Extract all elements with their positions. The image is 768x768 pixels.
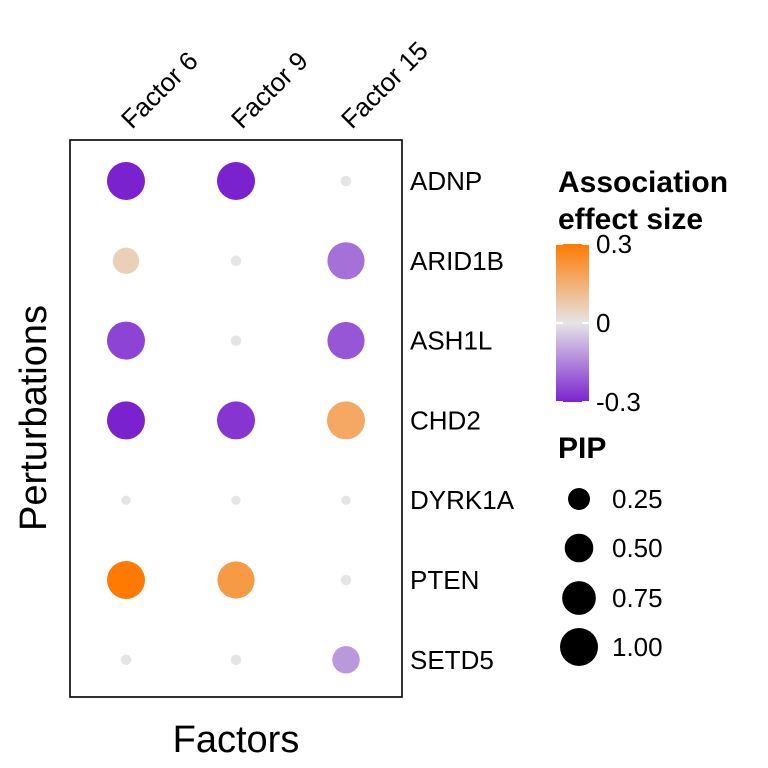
- colorbar-tick-label: 0.3: [596, 229, 632, 259]
- point-setd5-factor-9: [230, 654, 242, 666]
- legend-color-title-line2: effect size: [558, 203, 703, 236]
- y-tick-label-dyrk1a: DYRK1A: [410, 485, 515, 515]
- y-tick-label-chd2: CHD2: [410, 405, 481, 435]
- x-tick-label-factor-9: Factor 9: [225, 46, 314, 135]
- point-chd2-factor-15: [327, 401, 365, 440]
- point-setd5-factor-6: [120, 654, 132, 666]
- legend-color-title-line1: Association: [558, 166, 728, 199]
- point-pten-factor-15: [340, 574, 352, 586]
- y-tick-label-adnp: ADNP: [410, 166, 482, 196]
- colorbar-tick-label: -0.3: [596, 387, 641, 417]
- size-legend-circle: [568, 488, 590, 510]
- size-legend-circle: [564, 533, 594, 563]
- point-pten-factor-6: [107, 561, 145, 599]
- size-legend-label: 1.00: [612, 632, 663, 662]
- point-chd2-factor-9: [217, 401, 255, 440]
- legend-size-items: 0.25 0.50 0.75 1.00: [560, 484, 663, 666]
- colorbar-tick-label: 0: [596, 308, 610, 338]
- point-ash1l-factor-6: [107, 321, 145, 360]
- point-arid1b-factor-9: [230, 255, 242, 267]
- x-axis-tick-labels: Factor 6 Factor 9 Factor 15: [115, 35, 434, 134]
- y-axis-tick-labels: ADNP ARID1B ASH1L CHD2 DYRK1A PTEN SETD5: [410, 166, 515, 675]
- data-points: [107, 162, 365, 674]
- plot-panel-border: [69, 139, 403, 698]
- point-arid1b-factor-15: [327, 242, 365, 280]
- point-dyrk1a-factor-9: [231, 495, 241, 505]
- legend-size-title: PIP: [558, 432, 606, 465]
- y-axis-title: Perturbations: [13, 305, 55, 531]
- y-tick-label-arid1b: ARID1B: [410, 246, 504, 276]
- size-legend-circle: [560, 628, 598, 666]
- x-tick-label-factor-15: Factor 15: [335, 35, 434, 134]
- y-tick-label-ash1l: ASH1L: [410, 326, 492, 356]
- x-tick-label-factor-6: Factor 6: [115, 46, 204, 135]
- point-arid1b-factor-6: [112, 247, 140, 274]
- point-adnp-factor-6: [107, 162, 145, 200]
- size-legend-label: 0.75: [612, 583, 663, 613]
- point-adnp-factor-9: [217, 162, 255, 200]
- point-ash1l-factor-15: [327, 322, 365, 360]
- point-adnp-factor-15: [340, 175, 352, 187]
- point-setd5-factor-15: [332, 646, 360, 674]
- size-legend-circle: [562, 581, 596, 615]
- point-ash1l-factor-9: [230, 335, 242, 346]
- point-dyrk1a-factor-15: [341, 495, 351, 505]
- point-dyrk1a-factor-6: [121, 495, 131, 505]
- y-tick-label-pten: PTEN: [410, 565, 479, 595]
- legend-color: Association effect size 0.3 0 -0.3: [556, 166, 728, 417]
- x-axis-title: Factors: [173, 719, 300, 761]
- y-tick-label-setd5: SETD5: [410, 645, 494, 675]
- point-pten-factor-9: [217, 561, 255, 599]
- legend-size: PIP 0.25 0.50 0.75 1.00: [558, 432, 663, 666]
- point-chd2-factor-6: [107, 401, 145, 440]
- size-legend-label: 0.25: [612, 484, 663, 514]
- legend-colorbar-ticks: 0.3 0 -0.3: [556, 229, 641, 417]
- size-legend-label: 0.50: [612, 533, 663, 563]
